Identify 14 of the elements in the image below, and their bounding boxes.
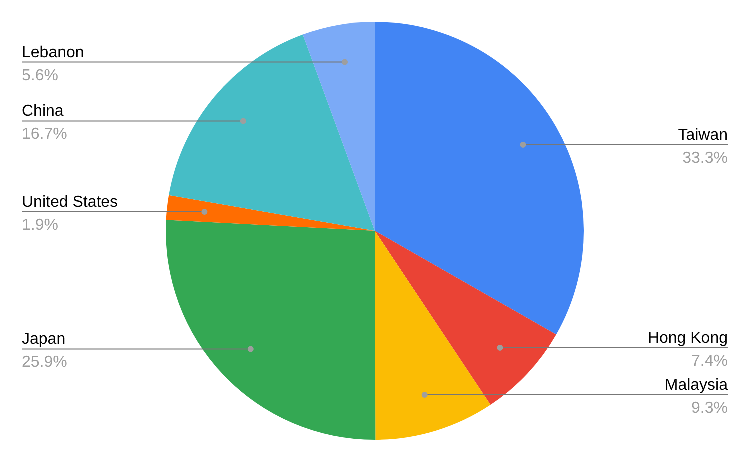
slice-label: United States — [22, 194, 118, 211]
data-label: 33.3% — [682, 150, 728, 167]
data-label: 16.7% — [22, 126, 68, 144]
data-label: 5.6% — [22, 67, 58, 84]
data-label: 1.9% — [22, 216, 58, 234]
data-label: 25.9% — [22, 354, 68, 372]
data-label: 7.4% — [692, 353, 728, 370]
slice-label: Lebanon — [22, 44, 84, 62]
slice-label: Hong Kong — [648, 330, 728, 348]
data-label: 9.3% — [692, 400, 728, 417]
slice-label: Taiwan — [678, 127, 728, 144]
slice-label: China — [22, 103, 64, 120]
slice-label: Japan — [22, 331, 66, 348]
slice-label: Malaysia — [664, 376, 728, 394]
